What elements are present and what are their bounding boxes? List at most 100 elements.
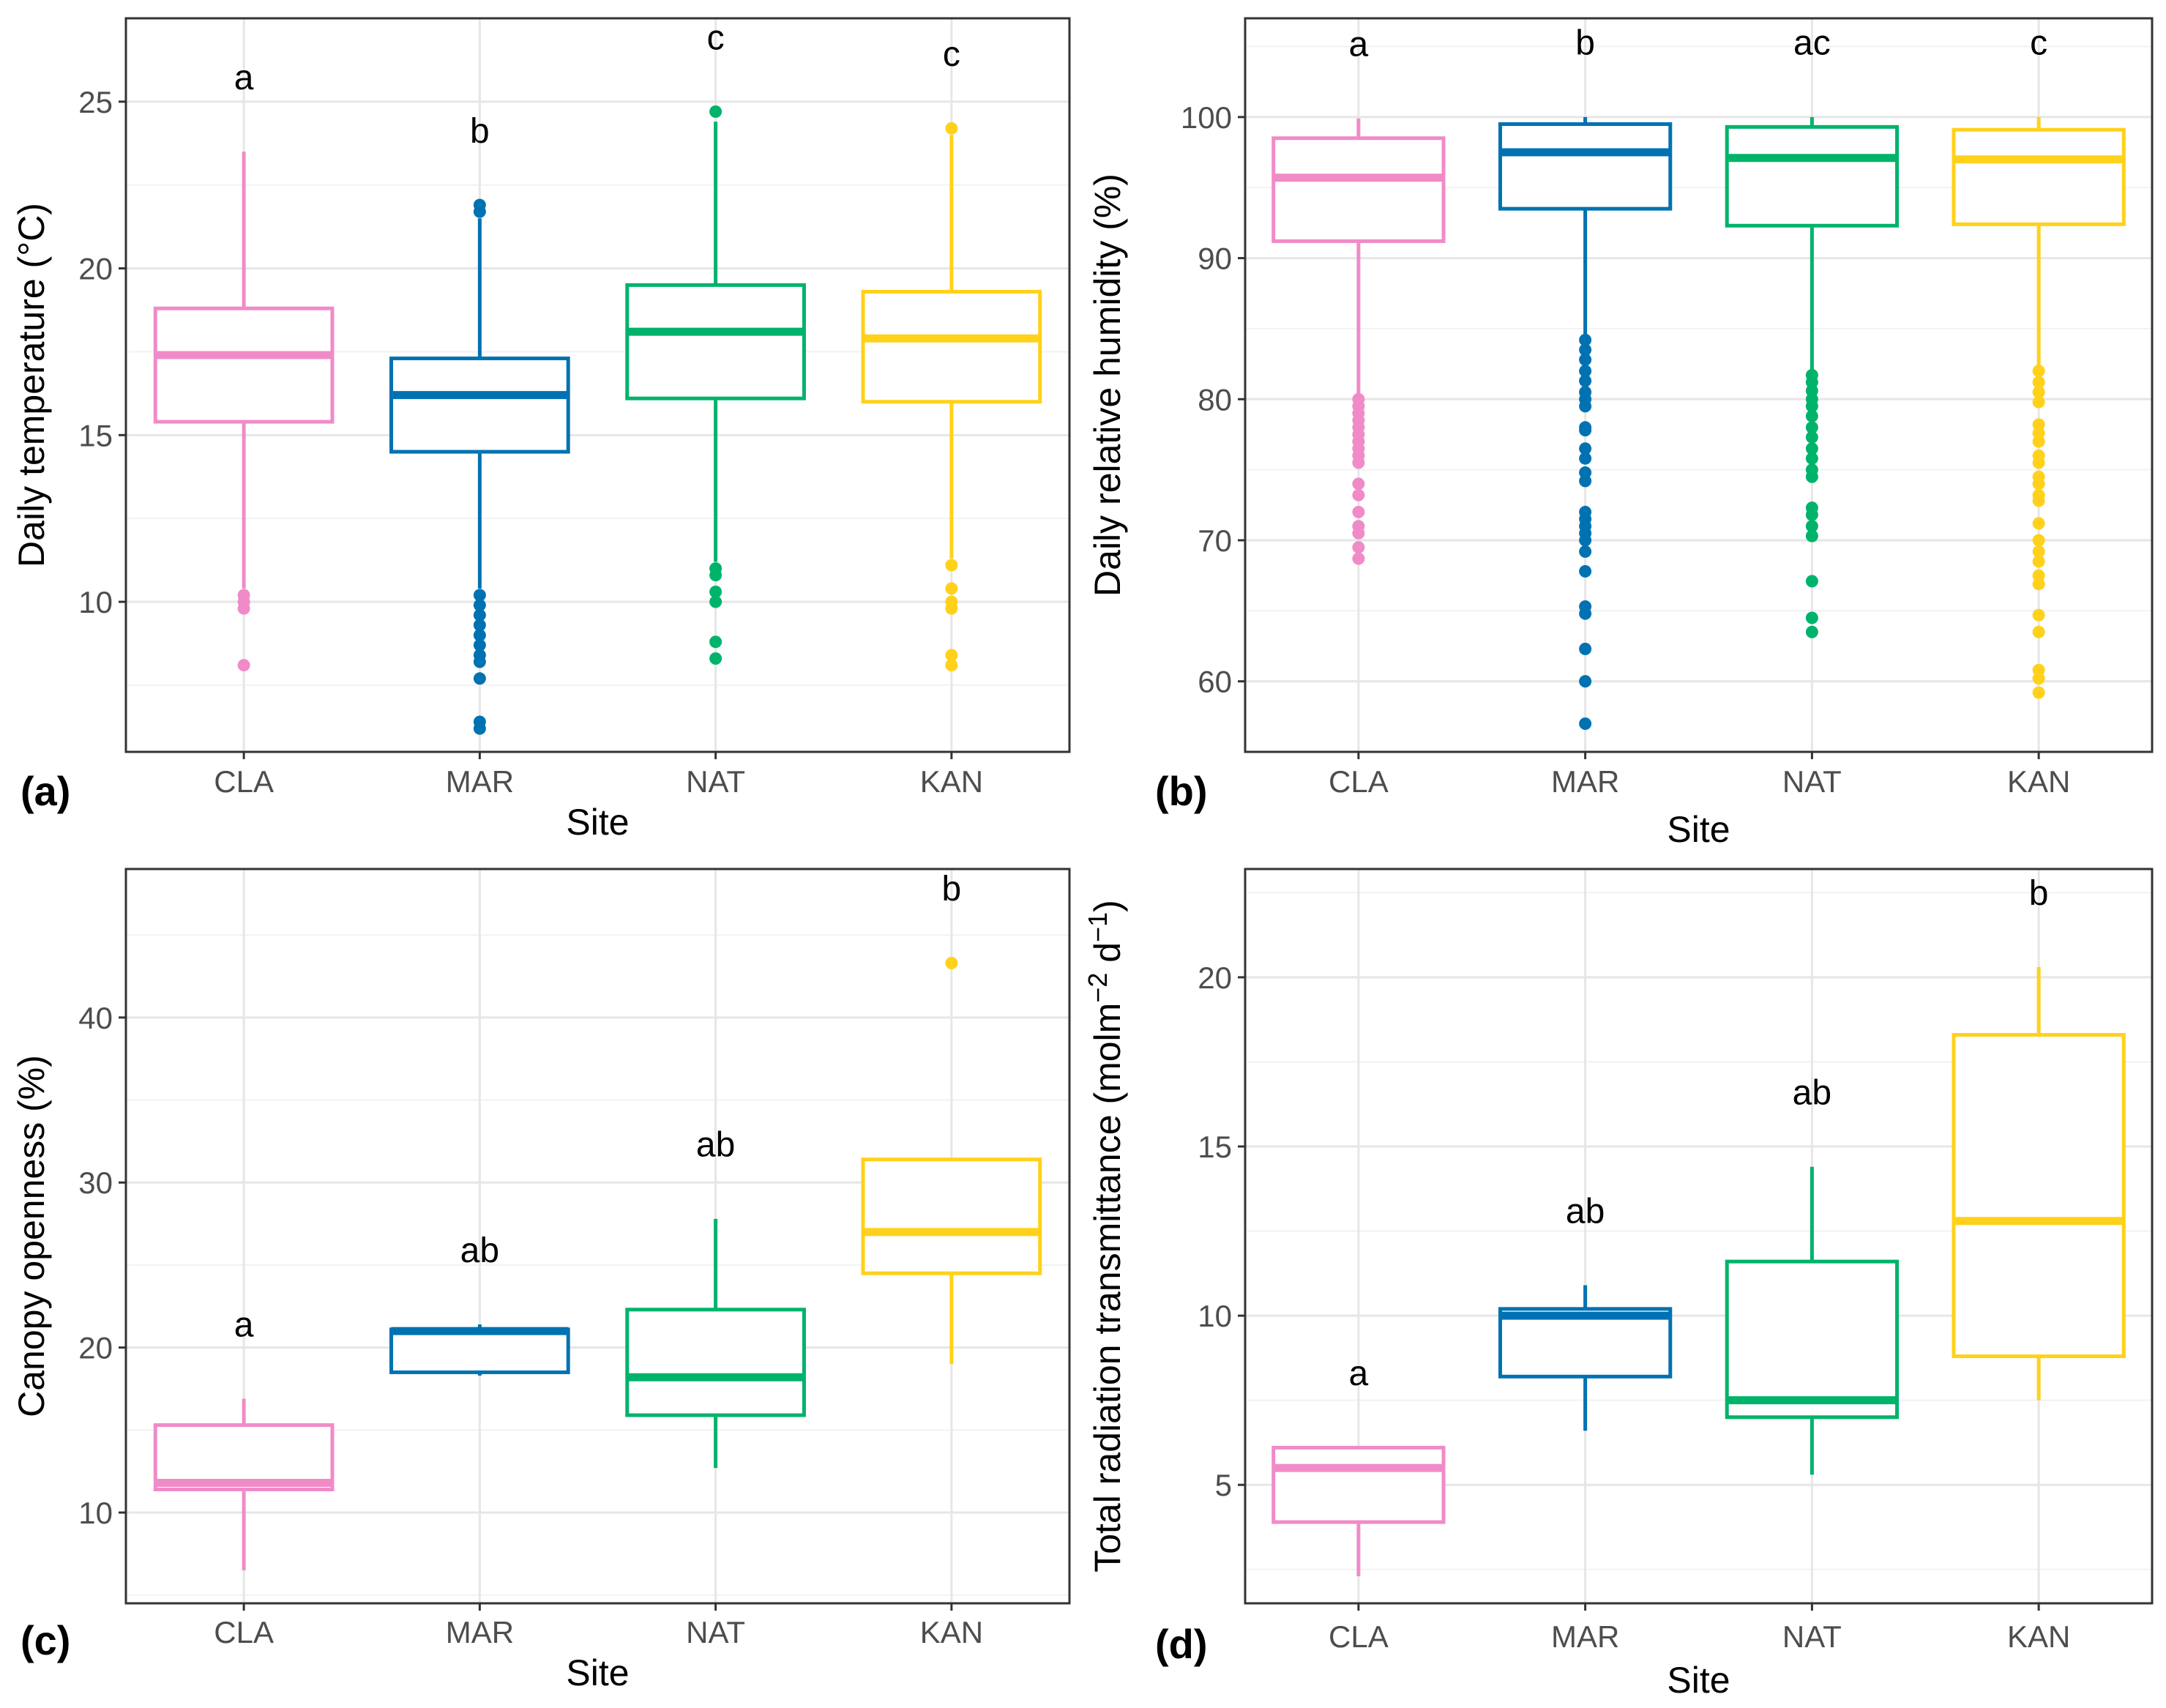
outlier-point	[709, 585, 722, 598]
y-tick-label: 25	[78, 85, 113, 119]
outlier-point	[2032, 386, 2045, 399]
outlier-point	[1352, 456, 1365, 469]
outlier-point	[237, 602, 250, 615]
outlier-point	[1579, 642, 1592, 655]
outlier-point	[473, 608, 486, 622]
significance-letter: c	[707, 18, 725, 57]
outlier-point	[1579, 400, 1592, 413]
significance-letter: ab	[460, 1231, 499, 1270]
x-axis-title: Site	[1667, 809, 1730, 850]
box-mar	[389, 1324, 570, 1376]
box-kan	[1952, 116, 2126, 699]
y-tick-label: 90	[1198, 242, 1232, 276]
y-tick-label: 15	[1198, 1130, 1232, 1164]
outlier-point	[709, 569, 722, 582]
y-tick-label: 10	[1198, 1299, 1232, 1333]
panel-border	[1244, 17, 2154, 753]
x-tick-label: KAN	[2007, 764, 2070, 799]
panel-border	[124, 17, 1071, 753]
outlier-point	[2032, 555, 2045, 568]
significance-letter: b	[942, 870, 962, 909]
iqr-box	[861, 289, 1042, 404]
y-tick-label: 80	[1198, 382, 1232, 417]
y-tick-label: 15	[78, 418, 113, 452]
significance-letter: b	[1575, 24, 1595, 63]
outlier-point	[237, 659, 250, 672]
outlier-point	[1579, 424, 1592, 437]
outlier-point	[945, 659, 958, 672]
outlier-point	[1352, 488, 1365, 501]
outlier-point	[473, 205, 486, 218]
y-tick-label: 20	[78, 252, 113, 286]
box-kan	[1952, 967, 2126, 1401]
outlier-point	[1352, 552, 1365, 565]
x-axis-title: Site	[1667, 1660, 1730, 1701]
outlier-point	[709, 105, 722, 119]
box-nat	[1725, 116, 1900, 638]
y-tick-label: 30	[78, 1166, 113, 1200]
iqr-box	[625, 283, 806, 400]
iqr-box	[625, 1308, 806, 1417]
iqr-box	[153, 306, 335, 424]
x-tick-label: CLA	[214, 764, 274, 799]
y-tick-label: 10	[78, 1496, 113, 1530]
outlier-point	[945, 649, 958, 662]
box-mar	[1498, 116, 1673, 730]
x-tick-label: CLA	[214, 1615, 274, 1649]
outlier-point	[473, 722, 486, 735]
panel-label: (d)	[1155, 1621, 1208, 1667]
box-kan	[861, 122, 1042, 672]
outlier-point	[1805, 625, 1818, 638]
significance-letter: a	[234, 1305, 254, 1344]
outlier-point	[1579, 474, 1592, 488]
panel-border	[1244, 868, 2154, 1605]
outlier-point	[1579, 442, 1592, 455]
outlier-point	[2032, 672, 2045, 685]
outlier-point	[1352, 526, 1365, 540]
outlier-point	[1352, 505, 1365, 518]
outlier-point	[2032, 545, 2045, 558]
x-tick-label: MAR	[446, 1615, 514, 1649]
iqr-box	[389, 1327, 570, 1374]
panel-d: a ab ab b 5 10 15 20 CLA MAR NAT KAN Site Total radia…	[1083, 868, 2154, 1701]
outlier-point	[709, 595, 722, 608]
panel-c: a ab ab b 10 20 30 40 CLA MAR NAT KAN Site Canopy ope…	[11, 868, 1071, 1693]
significance-letter: b	[470, 112, 490, 151]
y-axis-title-part: )	[1087, 900, 1128, 912]
x-tick-label: KAN	[2007, 1619, 2070, 1654]
x-tick-label: NAT	[1782, 764, 1842, 799]
outlier-point	[473, 589, 486, 602]
outlier-point	[2032, 477, 2045, 491]
outlier-point	[1805, 442, 1818, 455]
box-cla	[1271, 1445, 1446, 1577]
iqr-box	[153, 1423, 335, 1491]
y-axis-title: Daily relative humidity (%)	[1087, 174, 1128, 597]
x-tick-label: KAN	[920, 1615, 983, 1649]
iqr-box	[1725, 1259, 1900, 1420]
outlier-point	[2032, 534, 2045, 547]
box-cla	[1271, 118, 1446, 565]
y-tick-label: 100	[1181, 100, 1232, 135]
outlier-point	[1579, 534, 1592, 547]
outlier-point	[2032, 376, 2045, 389]
y-tick-label: 40	[78, 1001, 113, 1035]
outlier-point	[945, 559, 958, 572]
panel-label: (b)	[1155, 768, 1208, 814]
outlier-point	[1579, 353, 1592, 366]
outlier-point	[1805, 400, 1818, 413]
outlier-point	[473, 619, 486, 632]
iqr-box	[1271, 1445, 1446, 1524]
significance-letter: ab	[1566, 1192, 1605, 1231]
outlier-point	[1805, 520, 1818, 533]
box-nat	[625, 105, 806, 665]
outlier-point	[1579, 675, 1592, 688]
outlier-point	[709, 652, 722, 665]
y-tick-label: 5	[1215, 1468, 1232, 1502]
box-nat	[1725, 1166, 1900, 1475]
iqr-box	[1952, 127, 2126, 226]
outlier-point	[1579, 564, 1592, 578]
outlier-point	[1579, 607, 1592, 620]
iqr-box	[1271, 136, 1446, 243]
box-nat	[625, 1218, 806, 1469]
